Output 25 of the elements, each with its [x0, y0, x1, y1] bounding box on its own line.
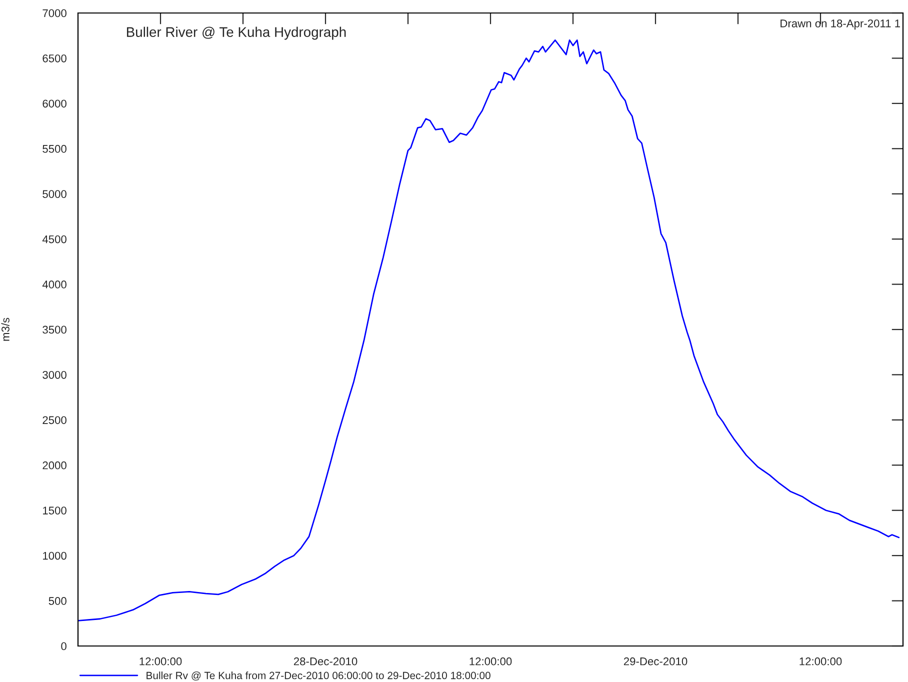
y-tick-label: 4000	[42, 280, 66, 288]
y-tick-label: 7000	[42, 9, 66, 18]
y-tick-label: 3500	[42, 326, 66, 334]
text: Buller Rv @ Te Kuha from 27-Dec-2010 06:00:00 to 29-Dec-2010 18:00:00	[146, 672, 490, 681]
y-tick-label: 0	[61, 642, 66, 650]
y-tick-label: 5000	[42, 190, 66, 198]
line-series	[78, 39, 900, 622]
y-tick-label: 2500	[42, 416, 66, 424]
x-tick-label: 12:00:00	[800, 657, 842, 666]
y-axis-title: m3/s	[1, 318, 10, 341]
y-tick-label: 1000	[43, 552, 66, 560]
y-tick-label: 3000	[42, 370, 66, 379]
y-tick-label: 5500	[42, 144, 66, 153]
x-tick-label: 12:00:00	[140, 657, 182, 666]
y-tick-label: 2000	[42, 461, 66, 470]
y-tick-label: 4500	[42, 235, 66, 244]
text: Buller River @ Te Kuha Hydrograph	[126, 26, 346, 40]
y-tick-label: 6000	[42, 100, 66, 108]
x-tick-label: 12:00:00	[470, 657, 512, 666]
y-tick-label: 500	[48, 597, 66, 605]
x-tick-label: 28-Dec-2010	[294, 657, 358, 666]
x-tick-label: 29-Dec-2010	[624, 657, 688, 666]
y-tick-label: 1500	[43, 506, 66, 514]
y-tick-label: 6500	[42, 54, 66, 62]
annotation: Drawn on 18-Apr-2011 1	[780, 20, 900, 30]
